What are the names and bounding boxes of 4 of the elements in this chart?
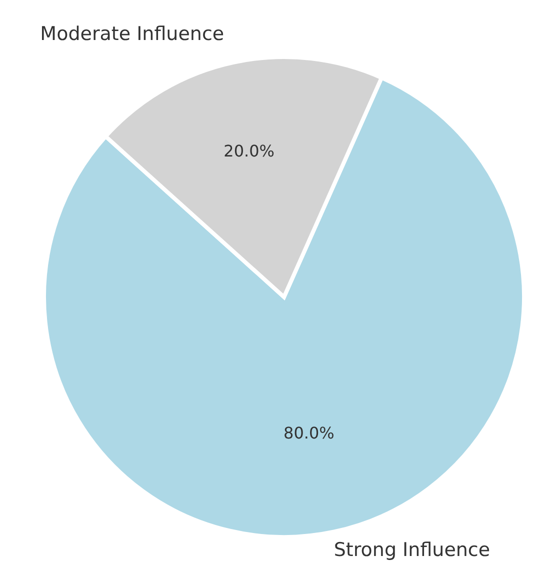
slice-label: Moderate Influence xyxy=(40,22,224,45)
slice-label: Strong Influence xyxy=(334,539,490,562)
data-label: 80.0% xyxy=(284,423,334,442)
data-label: 20.0% xyxy=(224,142,274,161)
